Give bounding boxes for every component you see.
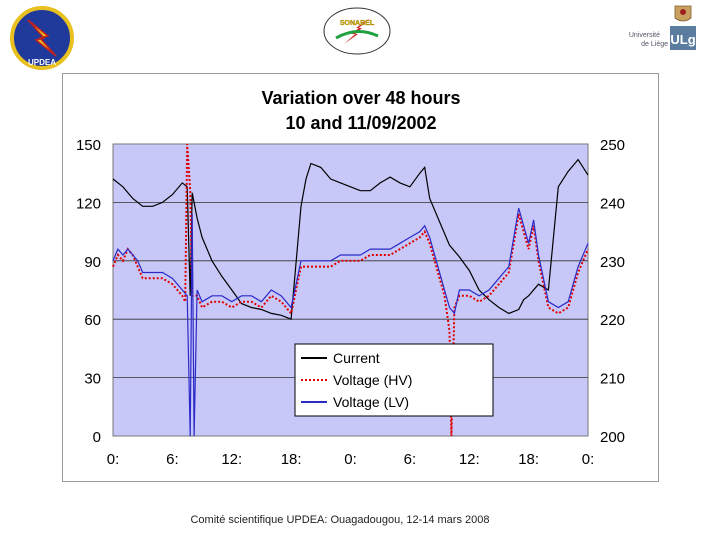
updea-logo: UPDEA [10, 6, 74, 70]
y-left-tick-label: 120 [76, 195, 101, 212]
series-line-2 [112, 208, 589, 437]
y-left-tick-label: 90 [84, 254, 101, 271]
x-tick-label: 0: [582, 451, 595, 468]
x-tick-label: 0: [107, 451, 120, 468]
chart-container: Variation over 48 hours 10 and 11/09/200… [62, 73, 659, 482]
y-axis-left: 150 120 90 60 30 0 [76, 137, 101, 446]
y-left-tick-label: 30 [84, 371, 101, 388]
series-line-0 [112, 158, 589, 321]
y-left-tick-label: 60 [84, 312, 101, 329]
x-tick-label: 0: [344, 451, 357, 468]
chart-subtitle: 10 and 11/09/2002 [285, 113, 436, 133]
ulg-text-2: de Liège [641, 41, 668, 48]
y-right-tick-label: 210 [600, 371, 625, 388]
x-tick-label: 6: [404, 451, 417, 468]
x-tick-label: 18: [518, 451, 539, 468]
legend-label: Voltage (LV) [333, 394, 409, 410]
y-left-tick-label: 150 [76, 137, 101, 154]
x-axis: 0: 6: 12: 18: 0: 6: 12: 18: 0: [107, 451, 595, 468]
y-right-tick-label: 240 [600, 195, 625, 212]
y-right-tick-label: 230 [600, 254, 625, 271]
footer-text: Comité scientifique UPDEA: Ouagadougou, … [190, 514, 490, 526]
series-line-1 [112, 143, 589, 437]
x-tick-label: 12: [221, 451, 242, 468]
legend-label: Current [333, 350, 380, 366]
ulg-mark: ULg [670, 32, 695, 47]
legend-box [294, 343, 494, 417]
y-right-tick-label: 200 [600, 429, 625, 446]
y-right-tick-label: 250 [600, 137, 625, 154]
legend-label: Voltage (HV) [333, 372, 412, 388]
ulg-text-1: Université [629, 32, 660, 39]
y-left-tick-label: 0 [93, 429, 101, 446]
y-axis-right: 250 240 230 220 210 200 [600, 137, 625, 446]
variation-chart: Variation over 48 hours 10 and 11/09/200… [76, 88, 625, 468]
updea-logo-text: UPDEA [28, 58, 56, 67]
sonabel-logo-text: SONABEL [340, 20, 375, 27]
chart-title: Variation over 48 hours [261, 88, 460, 108]
y-right-tick-label: 220 [600, 312, 625, 329]
sonabel-logo: SONABEL [323, 7, 391, 55]
ulg-logo: Université de Liège ULg [629, 5, 696, 50]
chart-legend: Current Voltage (HV) Voltage (LV) [294, 343, 494, 417]
series-layer [112, 143, 589, 437]
x-tick-label: 18: [281, 451, 302, 468]
x-tick-label: 12: [459, 451, 480, 468]
x-tick-label: 6: [166, 451, 179, 468]
